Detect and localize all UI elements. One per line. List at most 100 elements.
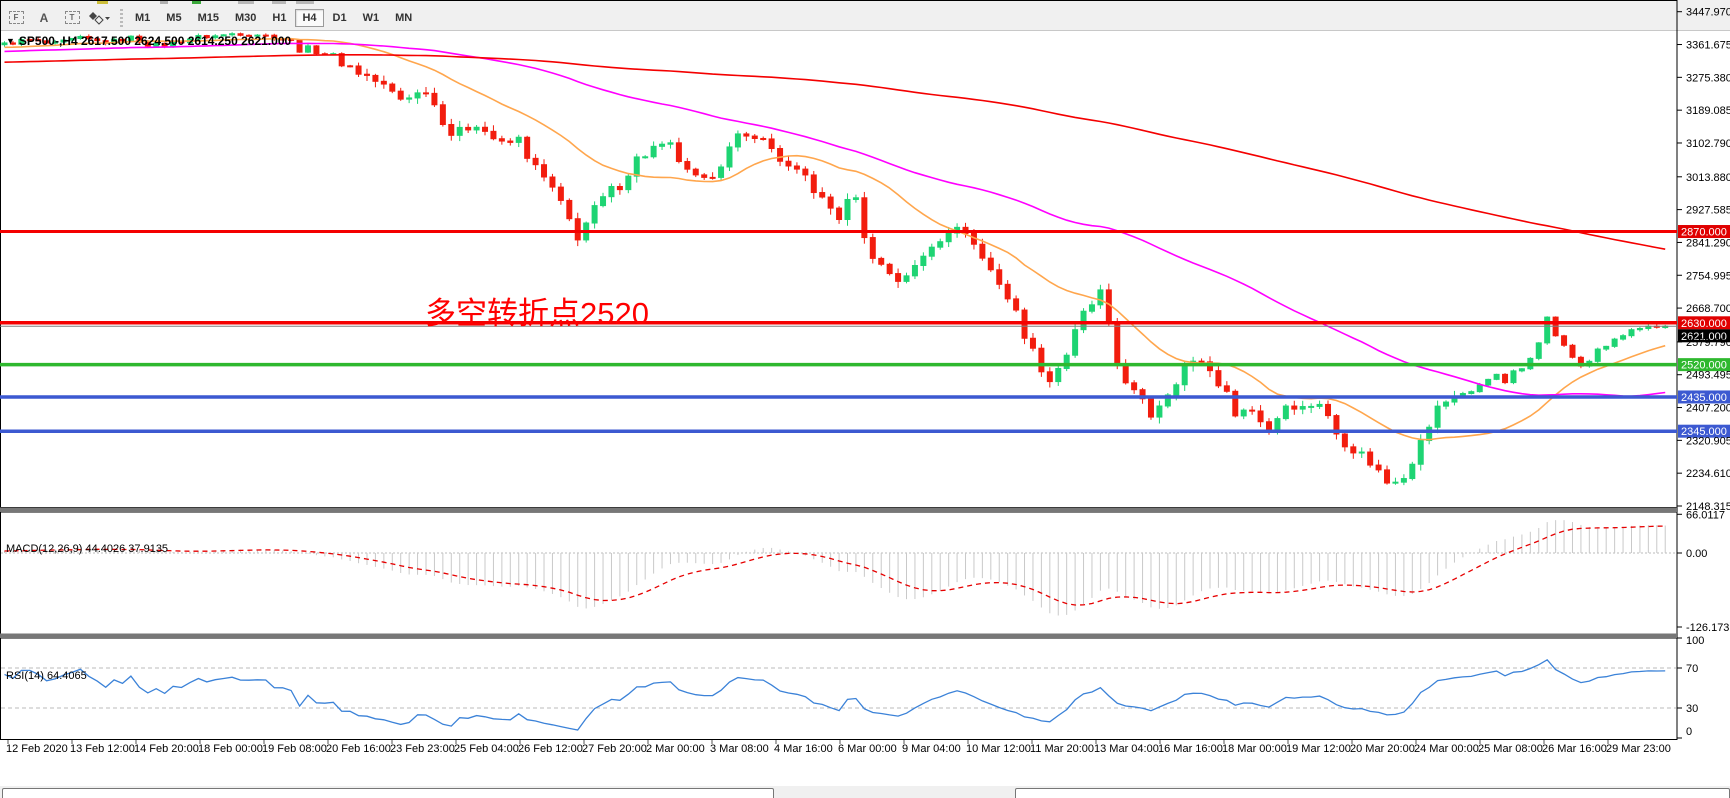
timeframe-button-m15[interactable]: M15 bbox=[197, 11, 219, 24]
cutoff-toolbar-icon bbox=[296, 0, 314, 4]
svg-text:2870.000: 2870.000 bbox=[1681, 227, 1727, 239]
svg-text:4 Mar 16:00: 4 Mar 16:00 bbox=[774, 743, 833, 755]
timeframe-button-w1[interactable]: W1 bbox=[362, 11, 380, 24]
shapes-tool-icon[interactable] bbox=[88, 8, 112, 28]
candle-down bbox=[996, 269, 1003, 285]
timeframe-button-m5[interactable]: M5 bbox=[166, 11, 182, 24]
svg-text:2 Mar 00:00: 2 Mar 00:00 bbox=[646, 743, 705, 755]
candle-down bbox=[751, 135, 758, 139]
candle-down bbox=[836, 207, 843, 220]
candle-up bbox=[1434, 405, 1441, 428]
candle-down bbox=[355, 65, 362, 75]
candle-up bbox=[1156, 405, 1163, 418]
candle-down bbox=[861, 197, 868, 239]
crosshair-tool-icon[interactable]: F bbox=[4, 8, 28, 28]
candle-up bbox=[1181, 364, 1188, 386]
candle-up bbox=[1409, 463, 1416, 480]
timeframe-button-d1[interactable]: D1 bbox=[332, 11, 347, 24]
svg-text:2234.610: 2234.610 bbox=[1686, 468, 1730, 480]
svg-text:18 Feb 00:00: 18 Feb 00:00 bbox=[198, 743, 263, 755]
candle-up bbox=[1400, 478, 1407, 483]
candle-up bbox=[1164, 394, 1171, 407]
candle-down bbox=[1561, 335, 1568, 346]
svg-text:24 Mar 00:00: 24 Mar 00:00 bbox=[1414, 743, 1479, 755]
candle-up bbox=[1535, 342, 1542, 359]
candle-up bbox=[1636, 327, 1643, 331]
symbol-dropdown-icon[interactable]: ▼ bbox=[6, 36, 15, 46]
toolbar-separator bbox=[120, 8, 123, 27]
candle-down bbox=[802, 168, 809, 176]
candle-down bbox=[262, 34, 269, 37]
timeframe-button-m1[interactable]: M1 bbox=[135, 11, 151, 24]
candle-down bbox=[1105, 289, 1112, 325]
candle-down bbox=[1333, 415, 1340, 435]
candle-down bbox=[1502, 373, 1509, 384]
svg-text:29 Mar 23:00: 29 Mar 23:00 bbox=[1606, 743, 1671, 755]
chart-tab-left[interactable] bbox=[2, 788, 774, 798]
chart-annotation-text[interactable]: 多空转折点2520 bbox=[425, 296, 649, 331]
candle-down bbox=[566, 199, 573, 220]
candle-down bbox=[895, 273, 902, 282]
candle-down bbox=[423, 92, 429, 95]
macd-histogram bbox=[1, 520, 1676, 616]
candle-down bbox=[35, 39, 42, 42]
panel-borders bbox=[0, 0, 1678, 740]
cutoff-upper-toolbar bbox=[0, 0, 1730, 5]
candle-down bbox=[701, 174, 708, 178]
cutoff-toolbar-icon bbox=[192, 0, 201, 4]
candle-up bbox=[1055, 367, 1062, 383]
candle-up bbox=[945, 232, 952, 243]
candle-up bbox=[1358, 451, 1365, 454]
candle-down bbox=[819, 192, 826, 198]
timeframe-button-h1[interactable]: H1 bbox=[272, 11, 287, 24]
candle-down bbox=[1223, 385, 1230, 392]
svg-text:3102.790: 3102.790 bbox=[1686, 138, 1730, 150]
svg-text:9 Mar 04:00: 9 Mar 04:00 bbox=[902, 743, 961, 755]
svg-text:3447.970: 3447.970 bbox=[1686, 7, 1730, 19]
candle-down bbox=[793, 165, 800, 170]
timeframe-button-m30[interactable]: M30 bbox=[234, 11, 257, 24]
candle-down bbox=[1004, 283, 1011, 300]
candle-down bbox=[1367, 451, 1374, 466]
cutoff-toolbar-icon bbox=[97, 0, 108, 4]
candle-down bbox=[574, 218, 581, 241]
candle-up bbox=[1063, 354, 1070, 369]
candle-down bbox=[886, 263, 893, 275]
text-label-tool-icon[interactable]: A bbox=[39, 10, 49, 25]
chart-tab-right[interactable] bbox=[1015, 788, 1730, 798]
candle-up bbox=[1628, 329, 1635, 337]
candle-up bbox=[642, 156, 649, 159]
candle-down bbox=[1013, 298, 1020, 311]
candle-down bbox=[1122, 364, 1129, 384]
svg-text:66.0117: 66.0117 bbox=[1686, 509, 1725, 521]
candle-down bbox=[987, 257, 994, 271]
bottom-tab-strip[interactable] bbox=[0, 786, 1730, 798]
price-badge-2621.000: 2621.000 bbox=[1678, 329, 1730, 343]
candle-up bbox=[1468, 391, 1475, 395]
candle-down bbox=[1325, 403, 1332, 417]
timeframe-button-h4[interactable]: H4 bbox=[295, 8, 324, 27]
svg-text:11 Mar 20:00: 11 Mar 20:00 bbox=[1030, 743, 1094, 755]
candle-down bbox=[743, 133, 750, 137]
candle-up bbox=[1274, 418, 1281, 431]
time-axis-labels[interactable]: 12 Feb 2020 13 Feb 12:00 14 Feb 20:00 18 Fe… bbox=[6, 740, 1671, 755]
candle-up bbox=[254, 34, 261, 37]
candle-up bbox=[591, 205, 598, 224]
candle-up bbox=[937, 241, 944, 248]
candle-up bbox=[1544, 316, 1551, 344]
candle-up bbox=[633, 156, 640, 177]
svg-text:2754.995: 2754.995 bbox=[1686, 270, 1730, 282]
candle-up bbox=[1308, 405, 1315, 408]
svg-text:0: 0 bbox=[1686, 726, 1692, 738]
svg-text:16 Mar 16:00: 16 Mar 16:00 bbox=[1158, 743, 1223, 755]
candle-up bbox=[1493, 373, 1500, 380]
candle-up bbox=[1282, 405, 1289, 420]
svg-text:2579.790: 2579.790 bbox=[1686, 337, 1730, 349]
candle-up bbox=[68, 37, 75, 41]
candle-up bbox=[920, 255, 927, 267]
chart-symbol-header[interactable]: ▼ SP500-,H4 2617.500 2624.500 2614.250 26… bbox=[6, 34, 291, 48]
symbol-ohlc-title: SP500-,H4 2617.500 2624.500 2614.250 262… bbox=[18, 34, 292, 48]
text-tool-icon[interactable]: T bbox=[60, 8, 84, 28]
timeframe-button-mn[interactable]: MN bbox=[395, 11, 413, 24]
